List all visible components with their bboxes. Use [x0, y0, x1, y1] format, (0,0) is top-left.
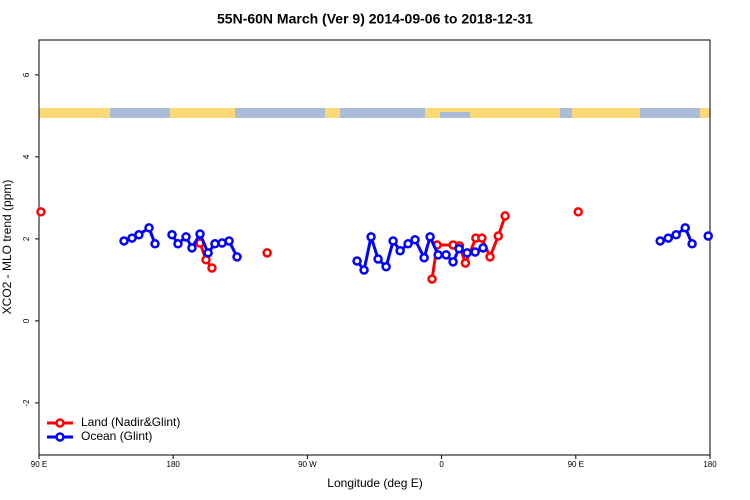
point [460, 258, 471, 268]
point [493, 231, 504, 241]
point [427, 274, 437, 284]
legend-label: Ocean (Glint) [81, 429, 152, 443]
chart-title: 55N-60N March (Ver 9) 2014-09-06 to 2018… [217, 11, 533, 27]
point [573, 207, 583, 217]
point [671, 230, 681, 240]
y-tick-label: 4 [22, 154, 31, 159]
point [144, 223, 154, 233]
point [419, 253, 429, 263]
point [425, 232, 435, 242]
point [359, 265, 369, 275]
point [655, 236, 665, 246]
point [203, 248, 213, 258]
point [262, 248, 272, 258]
point [403, 239, 413, 249]
map-strip [39, 108, 710, 118]
y-tick-label: -2 [22, 399, 31, 407]
point [167, 230, 177, 240]
x-tick-label: 0 [439, 460, 444, 469]
point [462, 248, 472, 258]
x-tick-label: 180 [167, 460, 181, 469]
y-tick-label: 6 [22, 72, 31, 77]
point [454, 243, 464, 254]
point [448, 257, 458, 267]
point [232, 252, 242, 262]
point [441, 250, 451, 260]
point [36, 207, 46, 217]
x-tick-label: 90 E [31, 460, 47, 469]
point [395, 246, 405, 256]
x-tick-label: 90 E [568, 460, 584, 469]
point [195, 229, 205, 239]
x-axis-label: Longitude (deg E) [327, 476, 422, 490]
x-tick-label: 180 [703, 460, 717, 469]
point [187, 243, 197, 253]
point [119, 236, 129, 246]
point [207, 263, 217, 273]
y-tick-label: 0 [22, 318, 31, 323]
point [477, 233, 487, 243]
point [485, 252, 495, 262]
y-tick-label: 2 [22, 236, 31, 241]
point [388, 236, 398, 246]
point [181, 232, 191, 242]
legend-marker [55, 432, 65, 442]
point [410, 234, 420, 245]
point [150, 239, 160, 249]
point [173, 239, 183, 249]
point [210, 239, 220, 249]
point [433, 250, 443, 260]
point [687, 239, 697, 249]
point [134, 230, 144, 240]
point [224, 236, 234, 246]
point [352, 256, 362, 266]
point [478, 243, 488, 253]
legend-label: Land (Nadir&Glint) [81, 415, 180, 429]
point [703, 231, 713, 241]
plot-frame [38, 39, 711, 456]
point [470, 247, 480, 257]
legend: Land (Nadir&Glint)Ocean (Glint) [47, 415, 180, 443]
point [663, 233, 673, 243]
point [366, 232, 376, 242]
y-axis-label: XCO2 - MLO trend (ppm) [0, 180, 14, 315]
point [381, 262, 391, 272]
x-tick-label: 90 W [298, 460, 317, 469]
point [680, 223, 690, 233]
legend-marker [55, 418, 65, 428]
point [373, 254, 383, 264]
point [500, 211, 510, 221]
